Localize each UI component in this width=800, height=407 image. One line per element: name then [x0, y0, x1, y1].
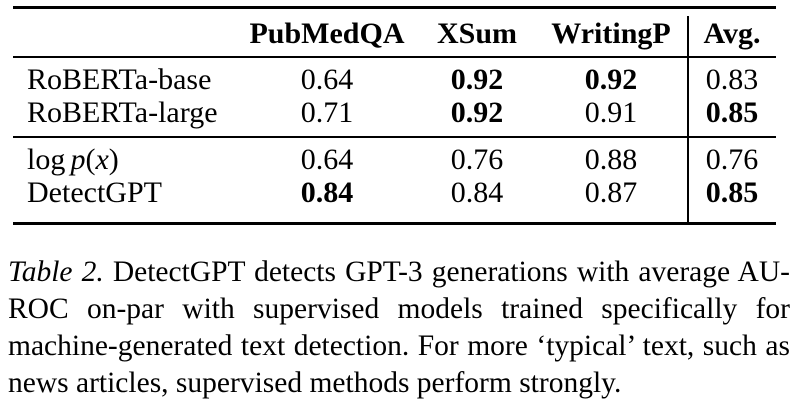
- cell-value: 0.92: [450, 96, 504, 129]
- row-label: RoBERTa-base: [27, 63, 212, 96]
- vertical-separator: [687, 16, 689, 222]
- col-header-writingp: WritingP: [551, 17, 671, 50]
- math-log: log: [27, 143, 66, 176]
- caption-text: DetectGPT detects GPT-3 generations with…: [103, 256, 790, 288]
- col-header-avg: Avg.: [703, 17, 761, 50]
- table-row-roberta-large: RoBERTa-large 0.71 0.92 0.91 0.85: [13, 96, 776, 129]
- caption-label: Table 2.: [8, 256, 104, 288]
- col-header-pubmedqa: PubMedQA: [249, 17, 405, 50]
- cell-value: 0.83: [705, 63, 759, 96]
- caption-line-1: Table 2. DetectGPT detects GPT-3 generat…: [8, 254, 790, 291]
- row-label: DetectGPT: [27, 176, 162, 209]
- col-header-xsum: XSum: [436, 17, 518, 50]
- caption-line-3: machine-generated text detection. For mo…: [8, 330, 790, 362]
- cell-value: 0.85: [705, 176, 759, 209]
- table-row-roberta-base: RoBERTa-base 0.64 0.92 0.92 0.83: [13, 63, 776, 96]
- caption-line-2: ROC on-par with supervised models traine…: [8, 293, 790, 325]
- cell-value: 0.92: [584, 63, 638, 96]
- cell-value: 0.84: [450, 176, 504, 209]
- table-row-detectgpt: DetectGPT 0.84 0.84 0.87 0.85: [13, 176, 776, 209]
- cell-value: 0.76: [450, 143, 504, 176]
- math-var-x: x: [95, 143, 109, 176]
- row-label: RoBERTa-large: [27, 96, 218, 129]
- bottom-rule: [13, 222, 776, 225]
- header-row: PubMedQA XSum WritingP Avg.: [13, 9, 776, 56]
- header-rule: [13, 56, 776, 58]
- math-close-paren: ): [108, 143, 119, 176]
- table-caption: Table 2. DetectGPT detects GPT-3 generat…: [8, 254, 790, 402]
- table-row-log-p-x: log p(x) 0.64 0.76 0.88 0.76: [13, 143, 776, 176]
- top-rule: [13, 6, 776, 9]
- math-open-paren: (: [85, 143, 96, 176]
- mid-rule: [13, 136, 776, 138]
- cell-value: 0.87: [584, 176, 638, 209]
- supervised-group: RoBERTa-base 0.64 0.92 0.92 0.83 RoBERTa…: [13, 58, 776, 136]
- cell-value: 0.85: [705, 96, 759, 129]
- cell-value: 0.84: [300, 176, 354, 209]
- caption-line-4: news articles, supervised methods perfor…: [8, 367, 622, 399]
- math-var-p: p: [70, 143, 86, 176]
- results-table: PubMedQA XSum WritingP Avg. RoBERTa-base…: [13, 6, 776, 225]
- cell-value: 0.71: [300, 96, 354, 129]
- cell-value: 0.64: [300, 63, 354, 96]
- row-label-math: log p(x): [13, 143, 234, 176]
- cell-value: 0.64: [300, 143, 354, 176]
- cell-value: 0.91: [584, 96, 638, 129]
- cell-value: 0.92: [450, 63, 504, 96]
- cell-value: 0.88: [584, 143, 638, 176]
- zero-shot-group: log p(x) 0.64 0.76 0.88 0.76 DetectGPT 0.…: [13, 138, 776, 222]
- cell-value: 0.76: [705, 143, 759, 176]
